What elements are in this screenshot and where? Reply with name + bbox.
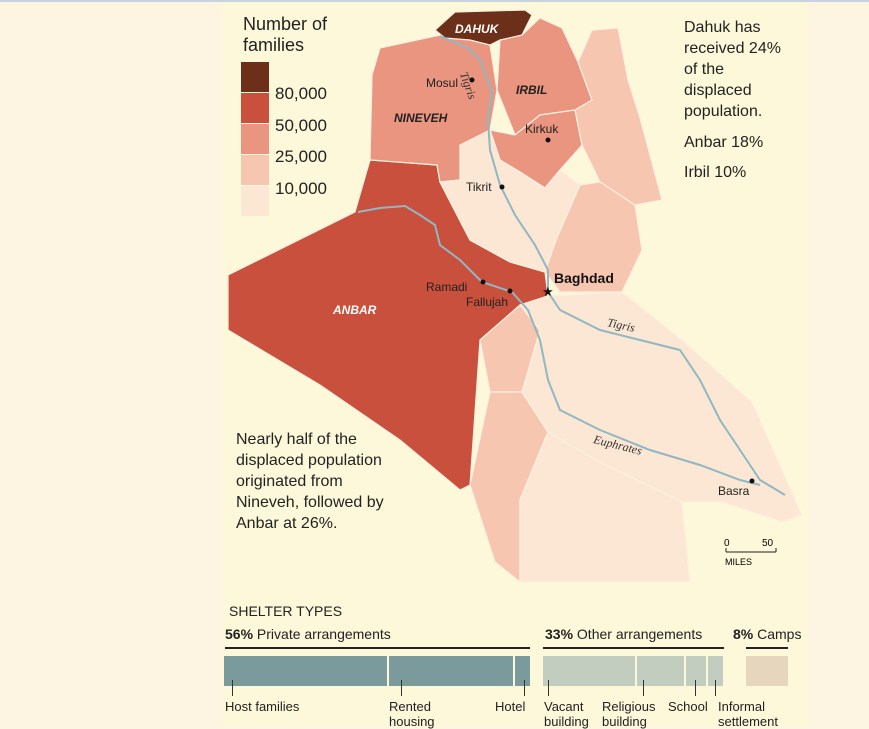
label: Other arrangements xyxy=(576,626,703,642)
label-informal-settlement: Informal settlement xyxy=(718,699,778,729)
legend-swatch-4 xyxy=(241,155,269,185)
label-host-families: Host families xyxy=(225,699,300,714)
label-rented-housing: Rented housing xyxy=(389,699,435,729)
city-basra: Basra xyxy=(718,484,750,498)
bar-informal-settlement xyxy=(708,656,723,686)
rule-camps xyxy=(746,647,788,649)
legend-swatch-1 xyxy=(241,62,269,92)
shelter-group-other: 33% Other arrangements xyxy=(545,626,702,642)
scale-bar xyxy=(725,548,777,553)
tick xyxy=(695,680,696,696)
river-euphrates xyxy=(357,204,761,486)
note-origin: Nearly half of the displaced population … xyxy=(236,431,384,532)
tick xyxy=(232,680,233,696)
label-hotel: Hotel xyxy=(495,699,526,714)
pct: 56% xyxy=(225,626,254,642)
bar-rented-housing xyxy=(389,656,513,686)
scale-fifty: 50 xyxy=(762,538,774,549)
legend-level: 25,000 xyxy=(275,147,327,166)
legend-title: Number of families xyxy=(243,14,328,55)
shelter-group-camps: 8% Camps xyxy=(733,626,801,642)
pct: 33% xyxy=(545,626,574,642)
label-school: School xyxy=(668,699,708,714)
province-sulaymaniyah xyxy=(574,27,663,206)
label: Camps xyxy=(757,626,802,642)
tick xyxy=(401,680,402,696)
province-south xyxy=(518,291,803,523)
label-nineveh: NINEVEH xyxy=(394,111,448,125)
label-religious-building: Religious building xyxy=(602,699,656,729)
legend-swatch-2 xyxy=(241,93,269,123)
river-tigris xyxy=(439,35,786,496)
legend-level: 80,000 xyxy=(275,84,327,103)
legend-level: 50,000 xyxy=(275,116,327,135)
rule-other xyxy=(543,647,724,649)
tick xyxy=(524,680,525,696)
scale-unit: MILES xyxy=(725,557,753,567)
city-kirkuk: Kirkuk xyxy=(525,122,559,136)
city-tikrit: Tikrit xyxy=(466,180,492,194)
note-anbar: Anbar 18% xyxy=(684,134,764,151)
label-irbil: IRBIL xyxy=(516,83,548,97)
note-destination: Dahuk has received 24% of the displaced … xyxy=(684,19,781,120)
tick xyxy=(643,680,644,696)
province-dahuk xyxy=(434,9,533,46)
top-border xyxy=(0,0,869,2)
label-dahuk: DAHUK xyxy=(455,22,499,36)
rule-private xyxy=(225,647,530,649)
bar-vacant-building xyxy=(543,656,635,686)
bar-hotel xyxy=(515,656,530,686)
bar-host-families xyxy=(224,656,387,686)
scale-zero: 0 xyxy=(724,538,730,549)
legend-level: 10,000 xyxy=(275,179,327,198)
city-baghdad: Baghdad xyxy=(554,270,614,286)
legend-swatch-3 xyxy=(241,124,269,154)
shelter-title: SHELTER TYPES xyxy=(229,603,343,619)
city-ramadi: Ramadi xyxy=(426,280,468,294)
city-fallujah: Fallujah xyxy=(466,295,509,309)
shelter-group-private: 56% Private arrangements xyxy=(225,626,391,642)
pct: 8% xyxy=(733,626,754,642)
note-irbil: Irbil 10% xyxy=(684,164,747,181)
bar-school xyxy=(686,656,706,686)
city-mosul: Mosul xyxy=(426,76,459,90)
label-vacant-building: Vacant building xyxy=(544,699,589,729)
tick xyxy=(715,680,716,696)
city-markers xyxy=(469,77,755,484)
tick xyxy=(548,680,549,696)
bar-religious-building xyxy=(637,656,684,686)
bar-camps xyxy=(746,656,788,686)
label-anbar: ANBAR xyxy=(333,303,377,317)
label: Private arrangements xyxy=(256,626,391,642)
baghdad-star-icon: ★ xyxy=(542,284,554,299)
legend-swatch-5 xyxy=(241,186,269,216)
